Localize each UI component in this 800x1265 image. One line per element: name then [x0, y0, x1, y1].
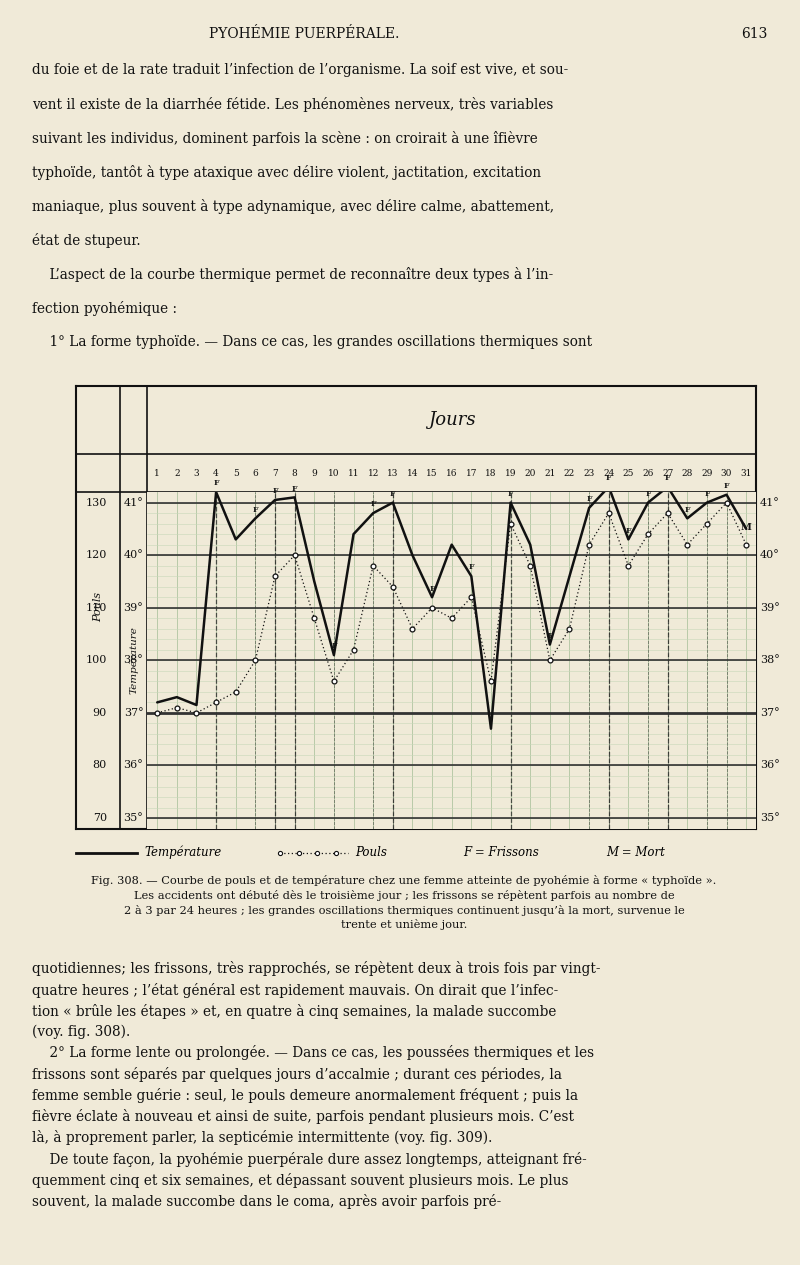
Text: 20: 20 [525, 469, 536, 478]
Text: 2: 2 [174, 469, 180, 478]
Text: 1° La forme typhoïde. — Dans ce cas, les grandes oscillations thermiques sont: 1° La forme typhoïde. — Dans ce cas, les… [32, 335, 592, 349]
Text: 8: 8 [292, 469, 298, 478]
Text: 1: 1 [154, 469, 160, 478]
Text: F: F [724, 482, 730, 490]
Text: suivant les individus, dominent parfois la scène : on croirait à une îfièvre: suivant les individus, dominent parfois … [32, 132, 538, 147]
Text: F: F [253, 506, 258, 514]
Text: 31: 31 [741, 469, 752, 478]
Text: fection pyohémique :: fection pyohémique : [32, 301, 177, 316]
Text: 38°: 38° [123, 655, 143, 665]
Text: 4: 4 [214, 469, 219, 478]
Text: 29: 29 [702, 469, 713, 478]
Text: PYOHÉMIE PUERPÉRALE.: PYOHÉMIE PUERPÉRALE. [209, 27, 399, 42]
Text: 6: 6 [253, 469, 258, 478]
Text: 37°: 37° [124, 708, 143, 719]
Text: F: F [214, 479, 219, 487]
Text: 14: 14 [406, 469, 418, 478]
Text: Jours: Jours [428, 411, 475, 429]
Text: 38°: 38° [760, 655, 780, 665]
Text: F: F [390, 490, 395, 498]
Text: 70: 70 [93, 813, 107, 824]
Text: 23: 23 [583, 469, 594, 478]
Text: 3: 3 [194, 469, 199, 478]
Text: 11: 11 [348, 469, 359, 478]
Text: 36°: 36° [760, 760, 780, 770]
Text: 10: 10 [328, 469, 340, 478]
Text: 19: 19 [505, 469, 516, 478]
Text: 21: 21 [544, 469, 555, 478]
Text: F: F [370, 501, 376, 509]
Text: 22: 22 [564, 469, 575, 478]
Text: F: F [547, 631, 553, 640]
Text: Fig. 308. — Courbe de pouls et de température chez une femme atteinte de pyohémi: Fig. 308. — Courbe de pouls et de tempér… [91, 875, 717, 930]
Text: F: F [430, 584, 435, 592]
Text: 41°: 41° [123, 497, 143, 507]
Text: 18: 18 [486, 469, 497, 478]
Text: 41°: 41° [760, 497, 780, 507]
Text: 28: 28 [682, 469, 693, 478]
Text: F: F [646, 490, 650, 498]
Text: 39°: 39° [760, 602, 780, 612]
Text: 37°: 37° [760, 708, 780, 719]
Text: Pouls: Pouls [93, 592, 103, 622]
Text: 30: 30 [721, 469, 732, 478]
Text: F: F [272, 487, 278, 495]
Text: F: F [665, 474, 670, 482]
Text: F: F [586, 495, 592, 503]
Text: quotidiennes; les frissons, très rapprochés, se répètent deux à trois fois par v: quotidiennes; les frissons, très rapproc… [32, 961, 601, 1209]
Text: du foie et de la rate traduit l’infection de l’organisme. La soif est vive, et s: du foie et de la rate traduit l’infectio… [32, 63, 568, 77]
Text: F = Frissons: F = Frissons [464, 846, 539, 859]
Text: F: F [469, 563, 474, 572]
Text: 110: 110 [86, 602, 107, 612]
Text: M: M [741, 522, 752, 531]
Text: état de stupeur.: état de stupeur. [32, 233, 141, 248]
Text: 9: 9 [311, 469, 317, 478]
Text: 25: 25 [622, 469, 634, 478]
Text: 90: 90 [93, 708, 107, 719]
Text: F: F [704, 490, 710, 498]
Text: F: F [626, 526, 631, 535]
Text: 13: 13 [387, 469, 398, 478]
Text: 27: 27 [662, 469, 674, 478]
Text: 120: 120 [86, 550, 107, 560]
Text: F: F [331, 643, 337, 650]
Text: 26: 26 [642, 469, 654, 478]
Text: 7: 7 [272, 469, 278, 478]
Text: 35°: 35° [123, 813, 143, 824]
Text: Pouls: Pouls [355, 846, 386, 859]
Text: 12: 12 [367, 469, 379, 478]
Text: F: F [292, 484, 298, 492]
Text: Température: Température [129, 626, 138, 694]
Text: maniaque, plus souvent à type adynamique, avec délire calme, abattement,: maniaque, plus souvent à type adynamique… [32, 199, 554, 214]
Text: 36°: 36° [123, 760, 143, 770]
Text: 17: 17 [466, 469, 477, 478]
Text: F: F [685, 506, 690, 514]
Text: 39°: 39° [123, 602, 143, 612]
Text: typhoïde, tantôt à type ataxique avec délire violent, jactitation, excitation: typhoïde, tantôt à type ataxique avec dé… [32, 166, 541, 180]
Text: M = Mort: M = Mort [606, 846, 666, 859]
Text: 130: 130 [86, 497, 107, 507]
Text: 16: 16 [446, 469, 458, 478]
Text: vent il existe de la diarrhée fétide. Les phénomènes nerveux, très variables: vent il existe de la diarrhée fétide. Le… [32, 97, 554, 113]
Text: Température: Température [144, 846, 222, 859]
Text: 613: 613 [742, 27, 768, 42]
Text: F: F [606, 474, 611, 482]
Text: F: F [508, 490, 514, 498]
Text: 100: 100 [86, 655, 107, 665]
Text: 35°: 35° [760, 813, 780, 824]
Text: 80: 80 [93, 760, 107, 770]
Text: 40°: 40° [123, 550, 143, 560]
Text: 40°: 40° [760, 550, 780, 560]
Text: 15: 15 [426, 469, 438, 478]
Text: 5: 5 [233, 469, 238, 478]
Text: 24: 24 [603, 469, 614, 478]
Text: L’aspect de la courbe thermique permet de reconnaître deux types à l’in-: L’aspect de la courbe thermique permet d… [32, 267, 554, 282]
